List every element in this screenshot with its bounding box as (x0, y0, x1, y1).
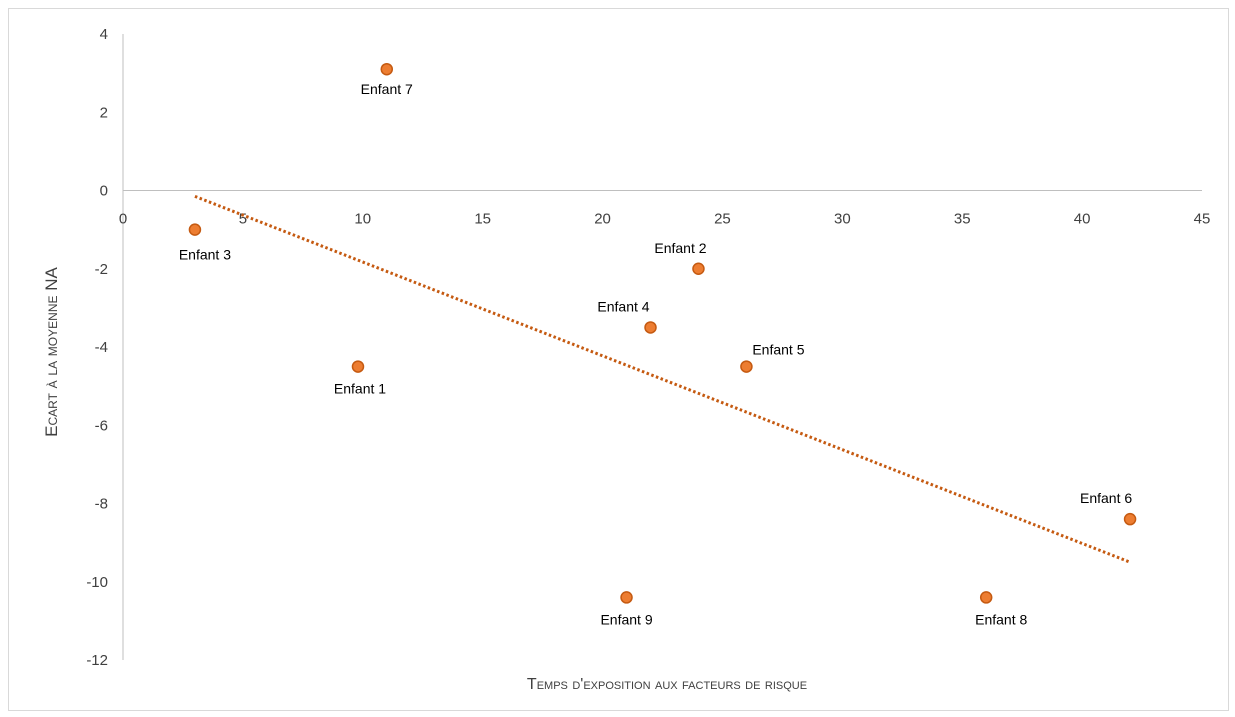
y-tick-label: 2 (100, 104, 108, 121)
x-tick-labels: 0 5 10 15 20 25 30 35 40 45 (119, 211, 1211, 228)
trendline (194, 194, 1131, 564)
data-point (380, 62, 394, 76)
x-tick-label: 5 (239, 211, 247, 228)
y-tick-label: -8 (95, 496, 108, 513)
data-point-labels: Enfant 1 Enfant 2 Enfant 3 Enfant 4 Enfant 5… (179, 81, 1132, 627)
data-point-label: Enfant 7 (361, 81, 413, 97)
x-tick-label: 45 (1194, 211, 1211, 228)
y-tick-label: -10 (86, 574, 108, 591)
x-axis-title: Temps d'exposition aux facteurs de risqu… (527, 676, 807, 693)
x-tick-label: 40 (1074, 211, 1091, 228)
chart-frame (8, 8, 1229, 711)
x-tick-label: 15 (474, 211, 491, 228)
data-points (188, 62, 1137, 604)
y-tick-label: -6 (95, 417, 108, 434)
data-point-label: Enfant 2 (654, 240, 706, 256)
data-point-label: Enfant 3 (179, 247, 231, 263)
y-tick-label: 4 (100, 26, 108, 43)
x-tick-label: 0 (119, 211, 127, 228)
data-point-label: Enfant 6 (1080, 490, 1132, 506)
x-tick-label: 35 (954, 211, 971, 228)
data-point (692, 262, 705, 275)
y-tick-label: -2 (95, 261, 108, 278)
x-tick-label: 30 (834, 211, 851, 228)
x-tick-label: 20 (594, 211, 611, 228)
data-point-label: Enfant 8 (975, 611, 1027, 627)
y-tick-label: -12 (86, 652, 108, 669)
data-point (351, 360, 365, 373)
data-point (979, 591, 993, 604)
data-point (644, 321, 657, 334)
y-tick-labels: 4 2 0 -2 -4 -6 -8 -10 -12 (86, 26, 108, 669)
y-tick-label: -4 (95, 339, 108, 356)
data-point-label: Enfant 1 (334, 381, 386, 397)
y-axis-title: Ecart à la moyenne NA (42, 267, 61, 437)
x-tick-label: 25 (714, 211, 731, 228)
data-point-label: Enfant 4 (597, 298, 649, 314)
data-point-label: Enfant 5 (752, 342, 804, 358)
data-point (740, 360, 753, 373)
data-point (1123, 512, 1137, 526)
data-point-label: Enfant 9 (600, 611, 652, 627)
data-point (188, 223, 202, 236)
y-tick-label: 0 (100, 183, 108, 200)
x-tick-label: 10 (354, 211, 371, 228)
data-point (620, 591, 633, 604)
